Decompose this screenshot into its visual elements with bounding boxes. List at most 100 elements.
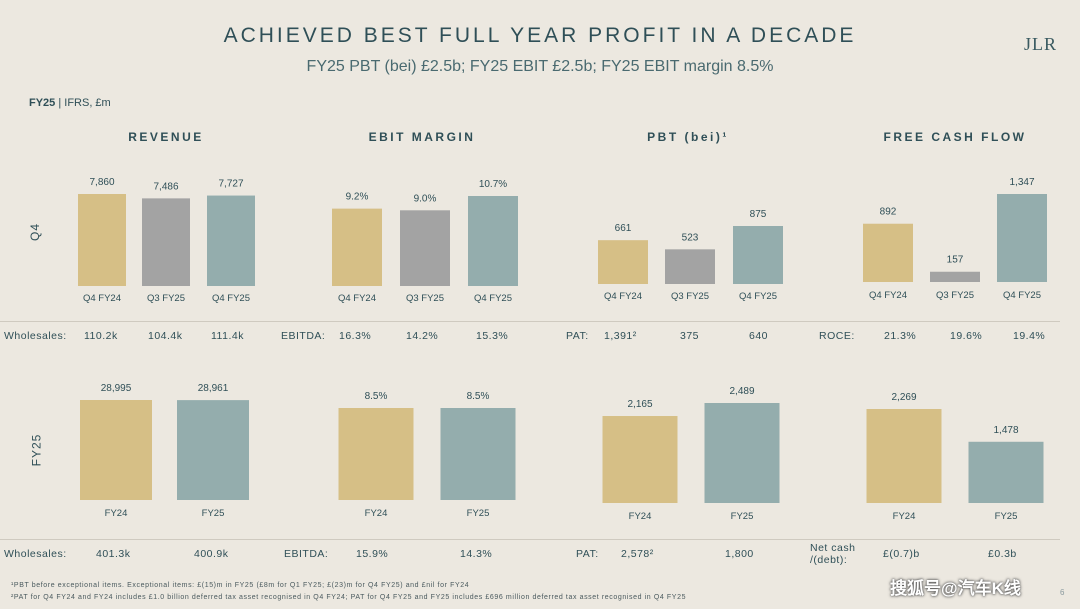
metric-value: £(0.7)b (883, 548, 920, 560)
slide-subtitle: FY25 PBT (bei) £2.5b; FY25 EBIT £2.5b; F… (306, 58, 774, 75)
metric-value: 375 (680, 330, 700, 342)
bar (177, 400, 249, 500)
category-label: Q3 FY25 (936, 290, 974, 301)
bar (930, 271, 980, 282)
data-label: 9.0% (414, 193, 437, 204)
metric-value: 14.2% (406, 330, 439, 342)
bar (997, 194, 1047, 282)
metric-value: 1,800 (725, 548, 754, 560)
metric-value: 1,391² (604, 330, 637, 342)
category-label: FY24 (629, 511, 652, 522)
bar (207, 195, 255, 286)
chart-title: FREE CASH FLOW (884, 130, 1027, 144)
data-label: 9.2% (346, 192, 369, 203)
metric-label: PAT: (576, 548, 599, 560)
metric-label: PAT: (566, 330, 589, 342)
bar (332, 208, 382, 286)
chart-title: REVENUE (128, 130, 204, 144)
bar (142, 198, 190, 286)
slide-title: ACHIEVED BEST FULL YEAR PROFIT IN A DECA… (223, 24, 857, 47)
metric-value: 104.4k (148, 330, 183, 342)
metric-value: £0.3b (988, 548, 1017, 560)
data-label: 2,269 (891, 392, 916, 403)
data-label: 523 (682, 232, 699, 243)
data-label: 2,165 (627, 399, 652, 410)
metric-label: Wholesales: (4, 548, 67, 560)
bar (338, 408, 414, 500)
data-label: 2,489 (729, 386, 754, 397)
separator-fy (0, 539, 1060, 540)
bar (598, 240, 648, 284)
basis-label: FY25 | IFRS, £m (29, 97, 111, 109)
category-label: Q4 FY24 (604, 291, 642, 302)
category-label: Q4 FY24 (338, 293, 376, 304)
category-label: FY25 (202, 508, 225, 519)
data-label: 7,727 (218, 179, 243, 190)
metric-value: 16.3% (339, 330, 372, 342)
category-label: FY24 (365, 508, 388, 519)
data-label: 892 (880, 207, 897, 218)
bar (968, 441, 1044, 503)
metric-label: ROCE: (819, 330, 855, 342)
category-label: Q3 FY25 (147, 293, 185, 304)
data-label: 661 (615, 223, 632, 234)
bar (665, 249, 715, 284)
bar (602, 416, 678, 503)
metric-label: Net cash /(debt): (810, 542, 855, 566)
basis-year: FY25 (29, 97, 56, 109)
metric-value: 21.3% (884, 330, 917, 342)
metric-value: 400.9k (194, 548, 229, 560)
category-label: FY24 (893, 511, 916, 522)
category-label: Q4 FY25 (1003, 290, 1041, 301)
metric-value: 15.3% (476, 330, 509, 342)
category-label: Q3 FY25 (671, 291, 709, 302)
bar (400, 210, 450, 286)
separator-q4 (0, 321, 1060, 322)
page-number: 6 (1060, 588, 1065, 597)
bar (78, 194, 126, 286)
metric-value: 111.4k (211, 330, 244, 342)
jlr-logo: JLR (1024, 34, 1058, 54)
data-label: 7,860 (89, 177, 114, 188)
category-label: FY25 (995, 511, 1018, 522)
bar (704, 403, 780, 503)
category-label: Q4 FY25 (474, 293, 512, 304)
metric-value: 15.9% (356, 548, 389, 560)
metric-value: 14.3% (460, 548, 493, 560)
metric-value: 19.4% (1013, 330, 1046, 342)
metric-label-line: Net cash (810, 542, 856, 554)
metric-label-line: /(debt): (810, 554, 848, 566)
bar (733, 226, 783, 284)
metric-value: 640 (749, 330, 769, 342)
category-label: Q4 FY25 (212, 293, 250, 304)
category-label: Q4 FY25 (739, 291, 777, 302)
bar (440, 408, 516, 500)
footnote-2: ²PAT for Q4 FY24 and FY24 includes £1.0 … (11, 594, 687, 601)
data-label: 28,961 (198, 383, 229, 394)
chart-title: EBIT MARGIN (369, 130, 476, 144)
category-label: FY24 (105, 508, 128, 519)
data-label: 875 (750, 209, 767, 220)
chart-title: PBT (bei)¹ (647, 130, 729, 144)
data-label: 8.5% (467, 391, 490, 402)
bar (468, 196, 518, 286)
metric-value: 2,578² (621, 548, 654, 560)
metric-value: 401.3k (96, 548, 131, 560)
metric-value: 19.6% (950, 330, 983, 342)
data-label: 1,478 (993, 425, 1018, 436)
data-label: 28,995 (101, 383, 132, 394)
data-label: 7,486 (153, 181, 178, 192)
bar (863, 223, 913, 282)
watermark: 搜狐号@汽车K线 (890, 579, 1021, 598)
metric-value: 110.2k (84, 330, 118, 342)
footnote-1: ¹PBT before exceptional items. Exception… (11, 582, 470, 589)
category-label: FY25 (731, 511, 754, 522)
metric-label: EBITDA: (281, 330, 326, 342)
category-label: FY25 (467, 508, 490, 519)
data-label: 157 (947, 255, 964, 266)
category-label: Q3 FY25 (406, 293, 444, 304)
data-label: 1,347 (1009, 177, 1034, 188)
bar (866, 409, 942, 503)
basis-units: | IFRS, £m (55, 97, 111, 109)
